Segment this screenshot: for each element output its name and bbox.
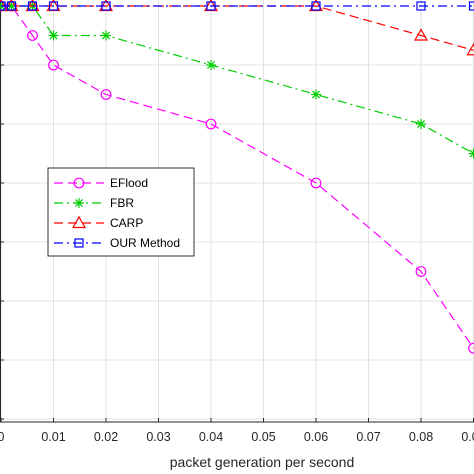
data-point-fbr bbox=[311, 89, 321, 100]
legend-label-our-method: OUR Method bbox=[110, 236, 180, 250]
marker-shape bbox=[310, 177, 322, 189]
marker-stroke bbox=[311, 90, 321, 99]
data-point-our-method bbox=[0, 1, 6, 11]
data-point-eflood bbox=[27, 30, 38, 41]
x-tick-label: 0.07 bbox=[356, 430, 380, 444]
x-tick-label: 0.02 bbox=[94, 430, 118, 444]
marker-shape bbox=[416, 1, 426, 11]
data-point-eflood bbox=[48, 59, 59, 71]
marker-shape bbox=[73, 177, 85, 189]
marker-shape bbox=[101, 1, 111, 11]
x-tick-label: 0.05 bbox=[251, 430, 275, 444]
marker-shape bbox=[413, 28, 429, 41]
data-point-eflood bbox=[100, 89, 112, 100]
data-point-our-method bbox=[6, 1, 17, 11]
x-tick-label: 0 bbox=[0, 430, 5, 444]
legend-label-fbr: FBR bbox=[110, 196, 134, 210]
marker-shape bbox=[206, 1, 216, 11]
x-axis-label: packet generation per second bbox=[170, 454, 354, 470]
x-tick-label: 0.08 bbox=[409, 430, 433, 444]
data-point-eflood bbox=[415, 266, 427, 277]
data-point-eflood bbox=[310, 177, 322, 189]
marker-shape bbox=[415, 266, 427, 277]
marker-stroke bbox=[101, 31, 111, 40]
data-point-fbr bbox=[48, 30, 59, 41]
series-layer bbox=[0, 0, 474, 354]
data-point-fbr bbox=[206, 60, 216, 70]
legend: EFlood FBR CARP OUR Method bbox=[47, 167, 195, 257]
data-point-carp bbox=[413, 28, 429, 41]
marker-shape bbox=[71, 215, 87, 229]
marker-shape bbox=[27, 30, 38, 41]
x-tick-label: 0.04 bbox=[199, 430, 223, 444]
marker-stroke bbox=[74, 198, 84, 208]
marker-shape bbox=[311, 1, 321, 11]
data-point-our-method bbox=[206, 1, 216, 11]
data-point-our-method bbox=[101, 1, 111, 11]
legend-marker-carp bbox=[71, 215, 87, 229]
marker-shape bbox=[74, 238, 84, 248]
x-tick-label: 0.03 bbox=[146, 430, 170, 444]
data-point-fbr bbox=[416, 119, 426, 129]
data-point-our-method bbox=[27, 1, 38, 11]
marker-shape bbox=[0, 1, 6, 11]
legend-marker-eflood bbox=[73, 177, 85, 189]
data-point-fbr bbox=[101, 30, 111, 41]
x-tick-label: 0.01 bbox=[41, 430, 65, 444]
x-tick-label: 0.09 bbox=[461, 430, 474, 444]
marker-shape bbox=[6, 1, 17, 11]
data-point-our-method bbox=[311, 1, 321, 11]
marker-shape bbox=[100, 89, 112, 100]
marker-shape bbox=[205, 118, 217, 130]
marker-shape bbox=[27, 1, 38, 11]
marker-stroke bbox=[416, 119, 426, 129]
marker-stroke bbox=[49, 31, 58, 40]
marker-stroke bbox=[206, 60, 216, 70]
legend-label-eflood: EFlood bbox=[110, 176, 148, 190]
marker-shape bbox=[48, 1, 59, 11]
data-point-our-method bbox=[416, 1, 426, 11]
series-line-carp bbox=[1, 5, 474, 51]
legend-marker-fbr bbox=[74, 198, 84, 208]
data-point-eflood bbox=[205, 118, 217, 130]
data-point-our-method bbox=[48, 1, 59, 11]
series-line-eflood bbox=[1, 5, 474, 349]
x-tick-labels: 0 0.01 0.02 0.03 0.04 0.05 0.06 0.07 0.08 0.09 bbox=[0, 430, 474, 444]
marker-shape bbox=[48, 59, 59, 71]
axes bbox=[0, 0, 474, 423]
legend-marker-our-method bbox=[74, 238, 84, 248]
legend-label-carp: CARP bbox=[110, 216, 143, 230]
x-tick-label: 0.06 bbox=[304, 430, 328, 444]
